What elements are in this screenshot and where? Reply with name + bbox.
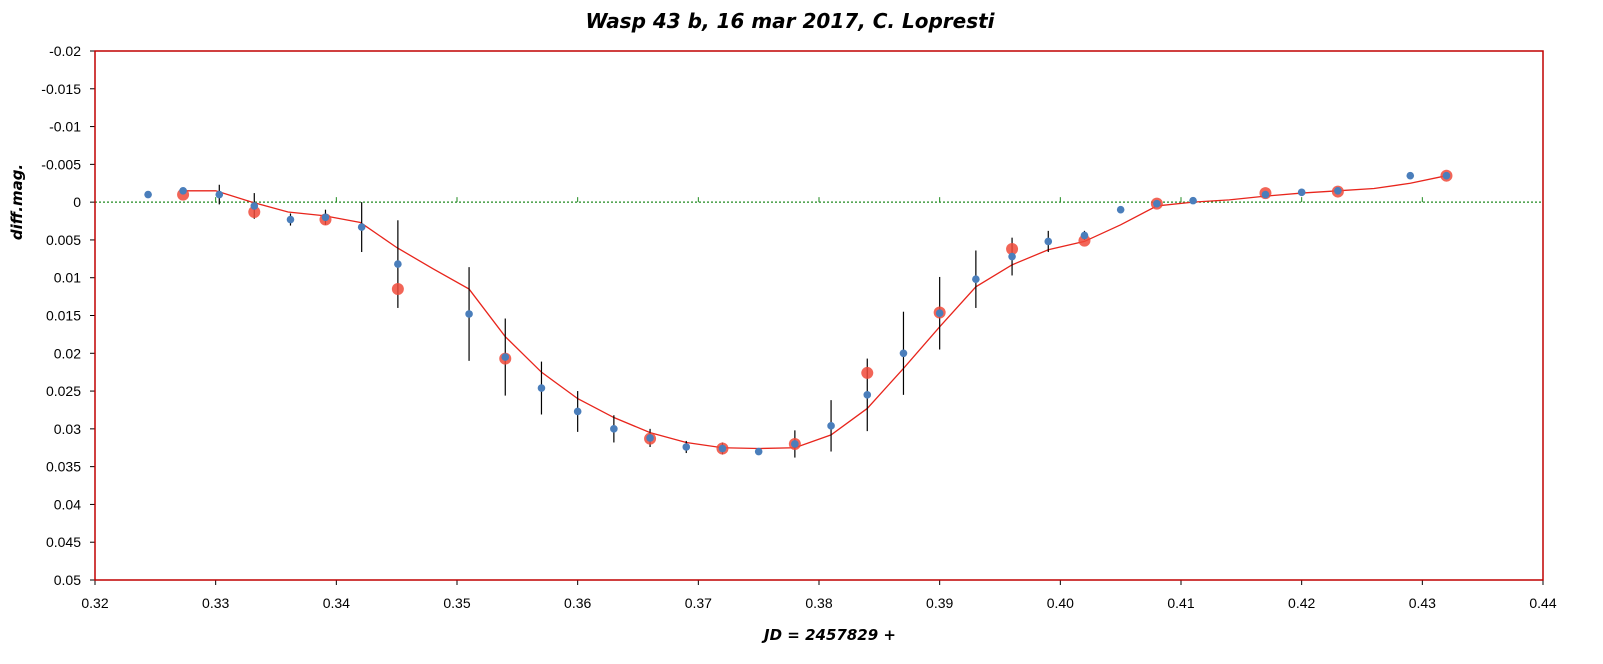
blue-data-point <box>1153 199 1161 208</box>
y-tick-label: 0.035 <box>46 459 81 475</box>
x-axis-ticks: 0.32 0.33 0.34 0.35 0.36 0.37 0.38 0.39 0.40 0.41… <box>81 580 1557 611</box>
blue-data-point <box>935 309 944 318</box>
blue-data-point <box>791 440 799 448</box>
red-data-point <box>861 366 874 379</box>
red-data-point <box>391 283 404 296</box>
y-tick-label: 0.01 <box>54 270 81 286</box>
y-tick-label: 0 <box>73 194 81 210</box>
y-tick-label: 0.005 <box>46 232 81 248</box>
blue-data-point <box>286 215 295 224</box>
x-tick-label: 0.38 <box>805 595 832 611</box>
chart-title: Wasp 43 b, 16 mar 2017, C. Lopresti <box>585 9 995 33</box>
blue-data-point <box>1116 205 1125 214</box>
x-tick-label: 0.43 <box>1409 595 1436 611</box>
blue-data-point <box>179 187 187 195</box>
y-tick-label: 0.02 <box>54 345 81 361</box>
blue-data-point <box>827 422 835 430</box>
blue-data-point <box>573 407 582 416</box>
x-tick-label: 0.42 <box>1288 595 1315 611</box>
y-tick-label: -0.015 <box>41 81 81 97</box>
y-tick-label: -0.01 <box>49 119 81 135</box>
blue-data-point <box>682 443 691 451</box>
error-bars <box>182 184 1194 458</box>
y-tick-label: 0.045 <box>46 534 81 550</box>
model-fit-line <box>179 175 1447 450</box>
blue-series-points <box>144 171 1451 456</box>
blue-data-point <box>501 353 510 361</box>
blue-data-point <box>1334 187 1342 195</box>
blue-data-point <box>215 190 224 199</box>
blue-data-point <box>1044 237 1053 246</box>
blue-data-point <box>899 349 908 358</box>
plot-area-frame <box>94 50 1544 581</box>
zero-line-markers <box>215 197 1423 203</box>
y-tick-label: -0.005 <box>41 156 81 172</box>
blue-data-point <box>321 213 330 222</box>
x-tick-label: 0.44 <box>1529 595 1556 611</box>
x-tick-label: 0.37 <box>685 595 712 611</box>
x-tick-label: 0.40 <box>1047 595 1074 611</box>
x-tick-label: 0.39 <box>926 595 953 611</box>
blue-data-point <box>1189 196 1197 205</box>
blue-data-point <box>250 202 259 210</box>
blue-data-point <box>718 444 727 453</box>
blue-data-point <box>1080 231 1089 240</box>
y-tick-label: 0.04 <box>54 496 81 512</box>
x-tick-label: 0.32 <box>81 595 108 611</box>
blue-data-point <box>863 391 872 399</box>
blue-data-point <box>357 223 366 231</box>
blue-data-point <box>1261 190 1270 199</box>
y-axis-ticks: -0.02 -0.015 -0.01 -0.005 0 0.005 0.01 0.015 0.0… <box>41 43 95 588</box>
y-tick-label: -0.02 <box>49 43 81 59</box>
x-tick-label: 0.35 <box>443 595 470 611</box>
blue-data-point <box>610 425 618 433</box>
y-axis-title: diff.mag. <box>8 164 26 240</box>
blue-data-point <box>1406 171 1415 180</box>
blue-data-point <box>144 190 152 199</box>
red-data-point <box>248 205 261 218</box>
blue-data-point <box>646 434 654 442</box>
y-tick-label: 0.03 <box>54 421 81 437</box>
x-axis-title: JD = 2457829 + <box>761 626 896 644</box>
blue-data-point <box>537 384 546 392</box>
blue-data-point <box>394 260 402 268</box>
blue-data-point <box>1442 171 1451 180</box>
x-tick-label: 0.33 <box>202 595 229 611</box>
red-data-point <box>1006 242 1019 255</box>
y-tick-label: 0.025 <box>46 383 81 399</box>
x-tick-label: 0.36 <box>564 595 591 611</box>
y-tick-label: 0.015 <box>46 308 81 324</box>
blue-data-point <box>972 275 980 284</box>
red-series-points <box>177 169 1453 455</box>
y-tick-label: 0.05 <box>54 572 81 588</box>
blue-data-point <box>1008 252 1016 261</box>
blue-data-point <box>465 310 473 318</box>
x-tick-label: 0.34 <box>323 595 350 611</box>
x-tick-label: 0.41 <box>1167 595 1194 611</box>
blue-data-point <box>754 447 763 456</box>
blue-data-point <box>1297 188 1306 197</box>
